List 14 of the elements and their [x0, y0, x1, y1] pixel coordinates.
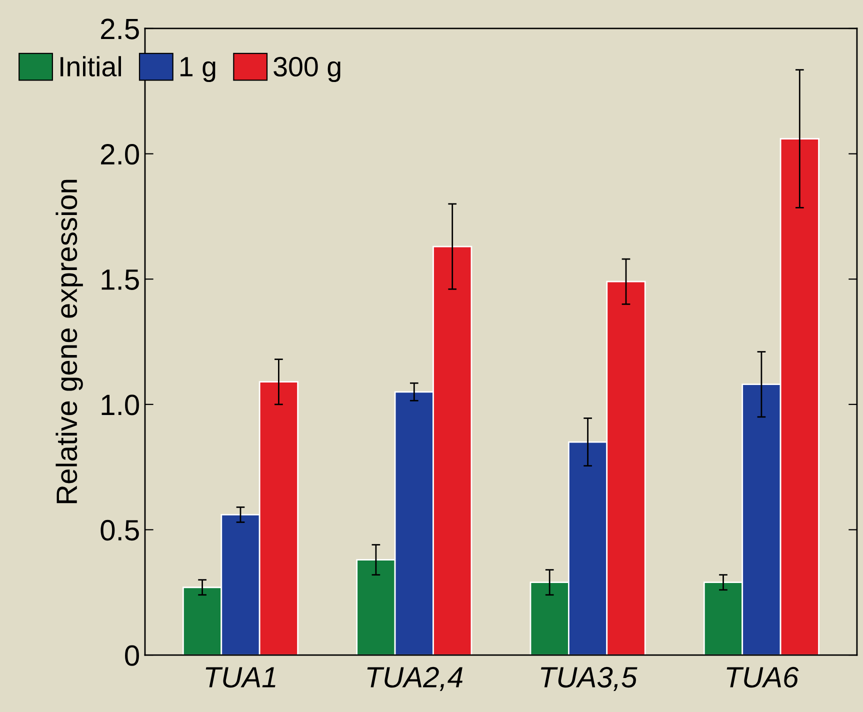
y-tick-label: 0 [125, 645, 139, 666]
y-tick-label: 0.5 [100, 520, 139, 541]
y-axis-title: Relative gene expression [56, 180, 83, 504]
x-tick-label: TUA6 [726, 666, 799, 688]
x-tick-label: TUA3,5 [540, 666, 638, 692]
legend-label: 300 g [274, 56, 340, 82]
y-tick-label: 2.0 [101, 144, 139, 165]
y-tick-label: 1.5 [102, 270, 139, 290]
x-tick-label: TUA2,4 [367, 666, 462, 692]
y-tick-label: 2.5 [101, 18, 139, 40]
y-tick-label: 1.0 [102, 394, 139, 416]
legend-label: 1 g [180, 57, 216, 82]
legend-label: Initial [60, 56, 121, 77]
x-tick-label: TUA1 [206, 667, 276, 688]
